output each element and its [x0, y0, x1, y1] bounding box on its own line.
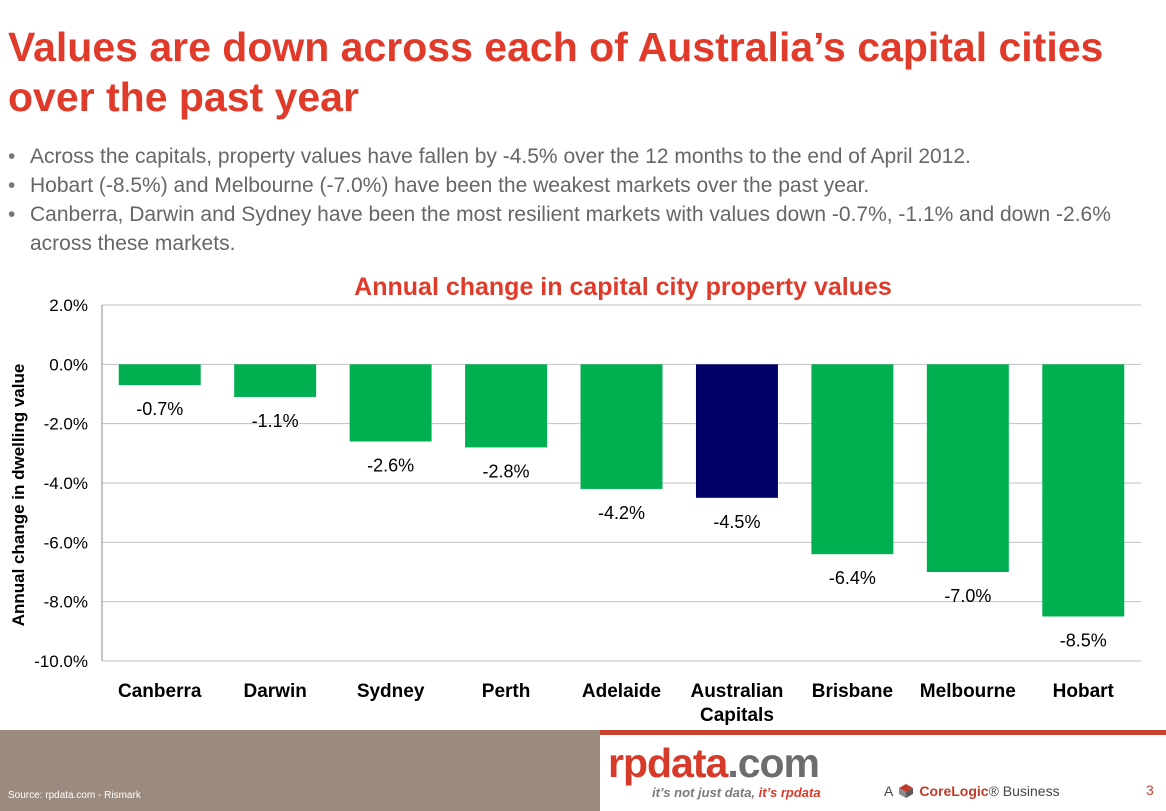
y-tick-label: -8.0%: [44, 593, 88, 612]
source-note: Source: rpdata.com - Rismark: [8, 790, 141, 801]
bar: [234, 364, 317, 397]
bullet-item: Across the capitals, property values hav…: [8, 142, 1158, 171]
corelogic-cube-icon: [899, 784, 914, 798]
tagline-part-a: it’s not just data,: [652, 785, 759, 800]
tagline: it’s not just data, it’s rpdata: [652, 785, 821, 800]
tagline-part-b: it’s rpdata: [758, 785, 821, 800]
bar: [811, 364, 894, 555]
y-tick-label: -2.0%: [44, 415, 88, 434]
data-label: -2.8%: [483, 461, 530, 481]
data-label: -6.4%: [829, 568, 876, 588]
x-tick-label: Capitals: [700, 705, 774, 726]
logo-suffix: .com: [727, 740, 820, 786]
bullet-list: Across the capitals, property values hav…: [8, 142, 1158, 258]
data-label: -1.1%: [252, 411, 299, 431]
logo-main: rpdata: [608, 740, 728, 786]
data-label: -7.0%: [944, 586, 991, 606]
bar: [465, 364, 548, 448]
bullet-item: Canberra, Darwin and Sydney have been th…: [8, 200, 1158, 258]
x-tick-label: Australian: [690, 681, 783, 702]
x-tick-label: Hobart: [1053, 681, 1115, 702]
x-tick-label: Melbourne: [920, 681, 1016, 702]
data-label: -4.5%: [713, 512, 760, 532]
y-tick-label: -10.0%: [34, 652, 88, 671]
page-number: 3: [1146, 782, 1154, 798]
data-label: -8.5%: [1060, 631, 1107, 651]
y-tick-label: -6.0%: [44, 533, 88, 552]
chart-title: Annual change in capital city property v…: [354, 273, 892, 301]
bar: [349, 364, 432, 442]
corelogic-suffix: ® Business: [988, 783, 1060, 799]
corelogic-badge: A CoreLogic® Business: [884, 783, 1060, 799]
data-label: -4.2%: [598, 503, 645, 523]
slide-title: Values are down across each of Australia…: [8, 24, 1104, 120]
y-tick-label: 2.0%: [49, 296, 88, 315]
x-tick-label: Brisbane: [812, 681, 893, 702]
y-axis-label: Annual change in dwelling value: [9, 364, 28, 627]
footer-right-panel: [600, 730, 1166, 811]
x-tick-label: Sydney: [357, 681, 425, 702]
footer-accent-bar: [600, 730, 1166, 735]
bar: [580, 364, 663, 489]
bar: [695, 364, 778, 498]
y-tick-label: 0.0%: [49, 355, 88, 374]
bar-chart: 2.0% 0.0% -2.0% -4.0% -6.0% -8.0% -10.0% Annual…: [9, 273, 1141, 726]
corelogic-name: CoreLogic: [919, 783, 989, 799]
x-tick-label: Canberra: [118, 681, 202, 702]
data-label: -2.6%: [367, 455, 414, 475]
bar: [1042, 364, 1125, 617]
x-tick-label: Adelaide: [582, 681, 661, 702]
x-tick-label: Darwin: [243, 681, 306, 702]
bar: [118, 364, 201, 386]
bar: [926, 364, 1009, 572]
x-tick-label: Perth: [482, 681, 531, 702]
bullet-item: Hobart (-8.5%) and Melbourne (-7.0%) hav…: [8, 171, 1158, 200]
corelogic-prefix: A: [884, 783, 894, 799]
footer-left-panel: [0, 730, 600, 811]
data-label: -0.7%: [136, 399, 183, 419]
y-tick-label: -4.0%: [44, 474, 88, 493]
rpdata-logo: rpdata.com: [608, 740, 820, 787]
